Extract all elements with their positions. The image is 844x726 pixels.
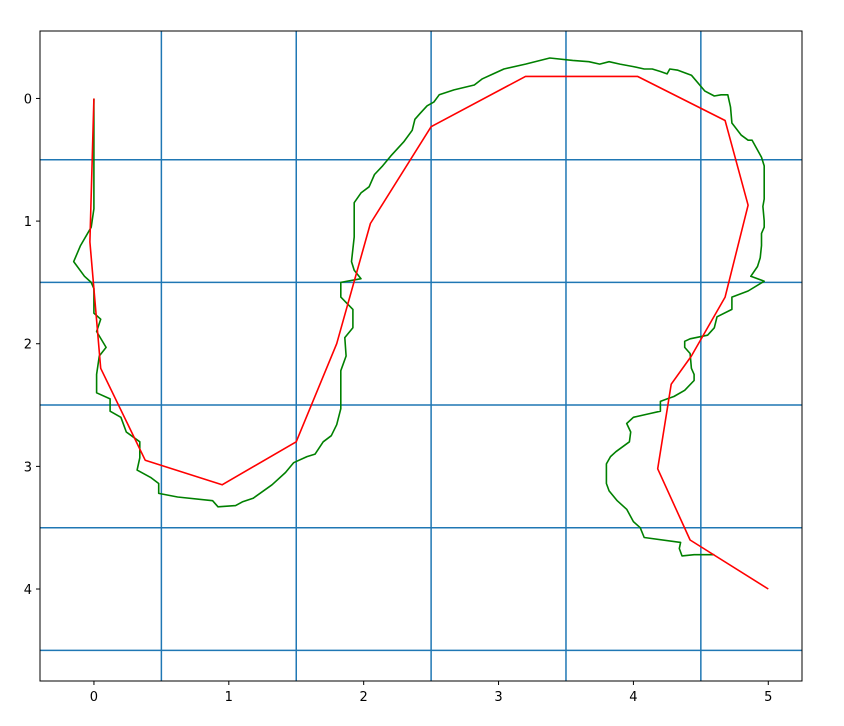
y-tick-label-0: 0 xyxy=(24,92,32,107)
y-tick-label-1: 1 xyxy=(24,215,32,230)
y-tick-label-4: 4 xyxy=(24,583,32,598)
series-line-1 xyxy=(89,75,769,590)
grid-lines xyxy=(40,31,802,681)
axis-ticks: 0 1 2 3 4 5 0 1 2 3 4 xyxy=(24,92,773,705)
x-tick-label-1: 1 xyxy=(225,690,233,705)
x-tick-label-2: 2 xyxy=(360,690,368,705)
x-tick-label-3: 3 xyxy=(494,690,502,705)
x-tick-label-5: 5 xyxy=(764,690,772,705)
x-tick-label-4: 4 xyxy=(629,690,637,705)
series-lines xyxy=(72,57,769,590)
y-tick-label-3: 3 xyxy=(24,460,32,475)
y-tick-label-2: 2 xyxy=(24,338,32,353)
series-line-0 xyxy=(72,57,765,557)
plot-frame xyxy=(39,30,803,682)
x-tick-label-0: 0 xyxy=(90,690,98,705)
